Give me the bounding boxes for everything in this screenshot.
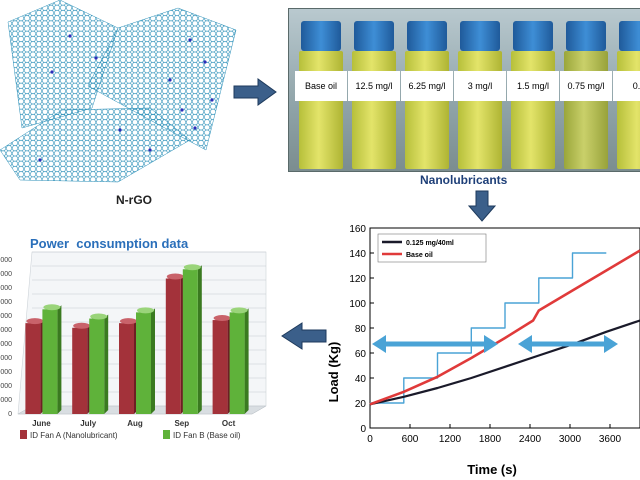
bar-fan-a <box>119 323 134 414</box>
vial-label: 0.3 <box>613 71 640 101</box>
bar-top <box>43 304 61 311</box>
bar-fan-a <box>212 320 228 414</box>
bar-side <box>57 305 62 414</box>
series-load-steps-line <box>370 252 607 404</box>
y-tick-label: 000 <box>0 271 12 278</box>
bar-top <box>137 307 154 314</box>
y-tick-label: 000 <box>0 369 12 376</box>
range-arrows <box>372 335 618 353</box>
legend-sample: 0.125 mg/40ml <box>406 240 454 247</box>
bar-fan-b <box>42 309 58 414</box>
y-tick-label: 000 <box>0 313 12 320</box>
y-tick-label: 140 <box>349 249 366 260</box>
arrow-down-icon <box>468 190 496 222</box>
series-base-oil-line <box>369 249 640 406</box>
y-tick-label: 0 <box>360 424 366 435</box>
vials-photo: Base oil 12.5 mg/l 6.25 mg/l 3 mg/l 1.5 … <box>288 8 640 172</box>
x-axis-label: Time (s) <box>467 462 517 477</box>
chart-title: Power consumption data <box>30 236 189 251</box>
x-tick-label: 0 <box>367 434 373 445</box>
vial-label: Base oil <box>295 71 347 101</box>
legend-base-oil: Base oil <box>406 252 433 259</box>
y-tick-label: 120 <box>349 274 366 285</box>
x-tick-label: 3000 <box>559 434 582 445</box>
bar-top <box>120 318 137 325</box>
y-tick-label: 000 <box>0 299 12 306</box>
vial-label: 3 mg/l <box>454 71 506 101</box>
bar-fan-a <box>165 278 181 414</box>
x-tick-label: July <box>80 419 97 428</box>
bar-top <box>213 315 231 322</box>
graphene-label: N-rGO <box>116 193 152 207</box>
vial-label: 12.5 mg/l <box>348 71 400 101</box>
vial-label: 0.75 mg/l <box>560 71 612 101</box>
bar-side <box>244 308 249 414</box>
y-axis-label: Load (Kg) <box>326 342 341 403</box>
bar-top <box>183 264 201 271</box>
legend-fan-a: ID Fan A (Nanolubricant) <box>30 431 118 440</box>
bar-side <box>151 308 155 414</box>
y-tick-label: 000 <box>0 341 12 348</box>
bar-side <box>197 265 202 414</box>
x-tick-label: 3600 <box>599 434 622 445</box>
y-tick-label: 100 <box>349 299 366 310</box>
legend-fan-b: ID Fan B (Base oil) <box>173 431 241 440</box>
y-tick-label: 20 <box>355 399 367 410</box>
x-tick-label: June <box>32 419 51 428</box>
y-tick-label: 000 <box>0 327 12 334</box>
nanolubricants-label: Nanolubricants <box>420 173 508 187</box>
graphene-sheet-3 <box>0 107 191 183</box>
vial-label: 6.25 mg/l <box>401 71 453 101</box>
x-tick-label: Oct <box>222 419 236 428</box>
arrow-left-icon <box>281 322 327 350</box>
y-tick-label: 000 <box>0 397 12 404</box>
y-tick-label: 0 <box>8 411 12 418</box>
x-tick-label: 1800 <box>479 434 502 445</box>
bar-top <box>26 318 44 325</box>
x-tick-label: 600 <box>402 434 419 445</box>
x-tick-label: 1200 <box>439 434 462 445</box>
graphene-sheet-2 <box>87 7 237 151</box>
x-tick-label: Aug <box>127 419 143 428</box>
graphene-illustration <box>0 0 237 183</box>
y-tick-label: 80 <box>355 324 367 335</box>
y-tick-label: 60 <box>355 349 367 360</box>
y-tick-label: 000 <box>0 383 12 390</box>
bar-top <box>90 313 108 320</box>
power-consumption-chart: Power consumption data 00000000000000000… <box>0 236 267 440</box>
bar-fan-a <box>25 323 41 414</box>
bar-fan-b <box>136 312 151 414</box>
bar-fan-b <box>229 312 245 414</box>
y-tick-label: 000 <box>0 355 12 362</box>
y-tick-label: 160 <box>349 224 366 235</box>
y-tick-label: 000 <box>0 285 12 292</box>
arrow-right-icon <box>233 78 277 106</box>
vial-label: 1.5 mg/l <box>507 71 559 101</box>
load-time-chart: 0 20 40 60 80 100 120 140 160 0 600 1200 1800 2400 300… <box>326 224 640 477</box>
bar-top <box>73 322 91 329</box>
bar-top <box>166 273 184 280</box>
line-legend: 0.125 mg/40ml Base oil <box>377 233 487 263</box>
bar-fan-b <box>89 318 105 414</box>
bar-fan-a <box>72 327 88 414</box>
bar-side <box>104 314 109 414</box>
bar-fan-b <box>182 269 198 414</box>
y-tick-label: 40 <box>355 374 367 385</box>
series-sample-line <box>369 319 640 406</box>
bar-top <box>230 307 248 314</box>
x-tick-label: 2400 <box>519 434 542 445</box>
x-tick-label: Sep <box>174 419 189 428</box>
y-tick-label: 000 <box>0 257 12 264</box>
bar-legend: ID Fan A (Nanolubricant) ID Fan B (Base … <box>20 430 241 440</box>
